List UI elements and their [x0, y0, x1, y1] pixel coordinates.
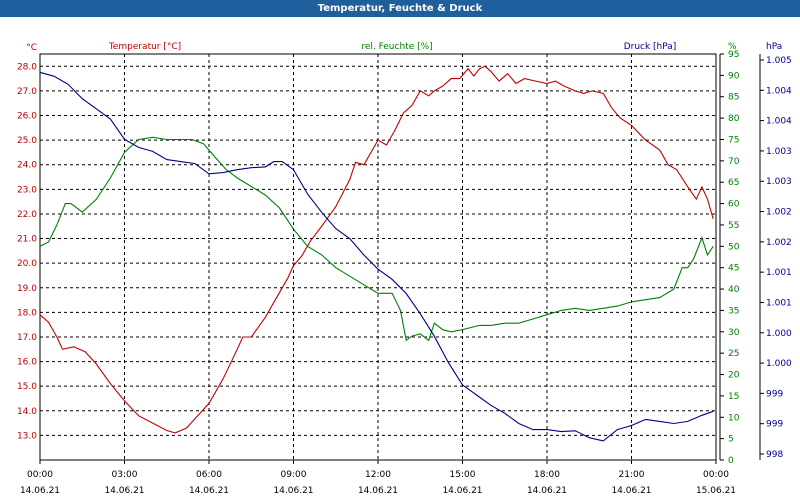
x-tick-label-date: 14.06.21 [527, 486, 567, 496]
humidity-tick-label: 30 [728, 328, 740, 338]
humidity-tick-label: 50 [728, 242, 740, 252]
pressure-tick-label: 999 [766, 389, 783, 399]
pressure-tick-label: 998 [766, 450, 783, 460]
humidity-tick-label: 60 [728, 200, 740, 210]
temperature-tick-label: 20.0 [17, 259, 37, 269]
humidity-unit: % [728, 42, 737, 52]
x-tick-label-date: 14.06.21 [189, 486, 229, 496]
temperature-tick-label: 26.0 [17, 112, 37, 122]
x-tick-label-time: 21:00 [619, 470, 645, 480]
temperature-tick-label: 18.0 [17, 308, 37, 318]
temperature-tick-label: 28.0 [17, 62, 37, 72]
temperature-tick-label: 13.0 [17, 431, 37, 441]
temperature-tick-label: 24.0 [17, 161, 37, 171]
temperature-tick-label: 17.0 [17, 333, 37, 343]
pressure-tick-label: 1.002 [766, 208, 792, 218]
humidity-axis-label: rel. Feuchte [%] [361, 42, 432, 52]
temperature-tick-label: 21.0 [17, 235, 37, 245]
x-tick-label-date: 14.06.21 [442, 486, 482, 496]
temperature-unit: °C [26, 43, 37, 53]
humidity-tick-label: 95 [728, 50, 739, 60]
chart-axes [39, 53, 764, 464]
temperature-tick-label: 23.0 [17, 185, 37, 195]
humidity-tick-label: 65 [728, 178, 739, 188]
chart-series [39, 65, 714, 442]
x-tick-label-date: 14.06.21 [611, 486, 651, 496]
window-title-bar: Temperatur, Feuchte & Druck [0, 0, 800, 17]
pressure-axis-label: Druck [hPa] [624, 42, 677, 52]
x-tick-label-time: 18:00 [534, 470, 560, 480]
humidity-tick-label: 75 [728, 135, 739, 145]
humidity-tick-label: 10 [728, 413, 740, 423]
x-tick-label-time: 06:00 [196, 470, 222, 480]
humidity-tick-label: 35 [728, 306, 739, 316]
pressure-tick-label: 1.003 [766, 147, 792, 157]
humidity-tick-label: 20 [728, 371, 740, 381]
x-tick-label-time: 03:00 [112, 470, 138, 480]
pressure-tick-label: 1.000 [766, 359, 792, 369]
window-title: Temperatur, Feuchte & Druck [317, 3, 483, 14]
x-tick-label-time: 12:00 [365, 470, 391, 480]
x-tick-label-date: 14.06.21 [104, 486, 144, 496]
temperature-axis-label: Temperatur [°C] [108, 42, 181, 52]
temperature-tick-label: 27.0 [17, 87, 37, 97]
x-tick-label-date: 14.06.21 [20, 486, 60, 496]
pressure-tick-label: 1.004 [766, 117, 792, 127]
humidity-tick-label: 0 [728, 456, 734, 466]
pressure-tick-label: 1.002 [766, 238, 792, 248]
humidity-tick-label: 90 [728, 71, 740, 81]
temperature-tick-label: 25.0 [17, 136, 37, 146]
x-tick-label-date: 14.06.21 [358, 486, 398, 496]
humidity-tick-label: 40 [728, 285, 740, 295]
temperature-tick-label: 14.0 [17, 407, 37, 417]
humidity-tick-label: 85 [728, 93, 739, 103]
temperature-tick-label: 16.0 [17, 358, 37, 368]
pressure-tick-label: 1.004 [766, 86, 792, 96]
chart-canvas: 00:00 14.06.21 03:00 14.06.21 06:00 14.06.21 0… [17, 42, 792, 496]
x-tick-label-time: 09:00 [281, 470, 307, 480]
humidity-tick-label: 15 [728, 392, 739, 402]
chart-grid [40, 54, 716, 460]
pressure-tick-label: 1.001 [766, 268, 792, 278]
temperature-tick-label: 22.0 [17, 210, 37, 220]
temperature-tick-label: 19.0 [17, 284, 37, 294]
x-tick-label-date: 15.06.21 [696, 486, 736, 496]
temperature-series-line [39, 65, 714, 434]
x-tick-label-date: 14.06.21 [273, 486, 313, 496]
temperature-tick-label: 15.0 [17, 382, 37, 392]
humidity-tick-label: 45 [728, 264, 739, 274]
humidity-tick-label: 70 [728, 157, 740, 167]
pressure-tick-label: 1.000 [766, 329, 792, 339]
pressure-tick-label: 1.001 [766, 298, 792, 308]
pressure-tick-label: 1.005 [766, 56, 792, 66]
humidity-tick-label: 25 [728, 349, 739, 359]
pressure-tick-label: 1.003 [766, 177, 792, 187]
humidity-series-line [39, 136, 714, 342]
x-tick-label-time: 15:00 [450, 470, 476, 480]
humidity-tick-label: 5 [728, 435, 734, 445]
chart-labels: 00:00 14.06.21 03:00 14.06.21 06:00 14.06.21 0… [17, 42, 792, 496]
pressure-series-line [39, 71, 714, 442]
pressure-tick-label: 999 [766, 420, 783, 430]
x-tick-label-time: 00:00 [27, 470, 53, 480]
humidity-tick-label: 55 [728, 221, 739, 231]
x-tick-label-time: 00:00 [703, 470, 729, 480]
humidity-tick-label: 80 [728, 114, 740, 124]
pressure-unit: hPa [766, 42, 782, 52]
